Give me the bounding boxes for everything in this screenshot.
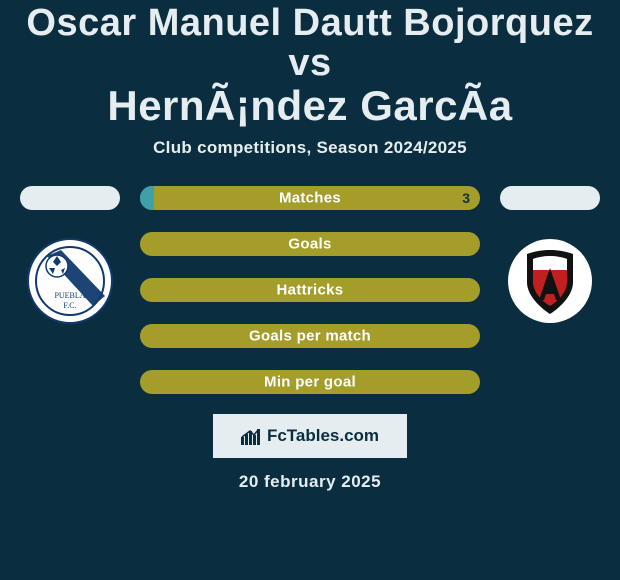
svg-text:F.C.: F.C. bbox=[63, 301, 76, 310]
stat-bar-label: Min per goal bbox=[264, 373, 356, 390]
brand-text: FcTables.com bbox=[267, 426, 379, 446]
left-column: PUEBLA F.C. bbox=[20, 186, 120, 324]
stat-bar-label: Matches bbox=[279, 189, 341, 206]
comparison-title: Oscar Manuel Dautt Bojorquez vs HernÃ¡nd… bbox=[0, 4, 620, 128]
stat-bar-label: Goals per match bbox=[249, 327, 371, 344]
stat-bar-label: Goals bbox=[288, 235, 331, 252]
title-line-1: Oscar Manuel Dautt Bojorquez vs bbox=[0, 4, 620, 84]
stat-bar: Min per goal bbox=[140, 370, 480, 394]
stat-bar: Matches 3 bbox=[140, 186, 480, 210]
puebla-logo-icon: PUEBLA F.C. bbox=[27, 238, 113, 324]
brand-badge: FcTables.com bbox=[213, 414, 407, 458]
stat-bar-fill bbox=[140, 186, 154, 210]
stat-bar-label: Hattricks bbox=[277, 281, 344, 298]
right-team-logo bbox=[507, 238, 593, 324]
stat-bar-right-value: 3 bbox=[462, 190, 470, 206]
right-flag bbox=[500, 186, 600, 210]
svg-text:PUEBLA: PUEBLA bbox=[54, 291, 85, 300]
title-line-2: HernÃ¡ndez GarcÃ­a bbox=[0, 84, 620, 128]
brand-chart-icon bbox=[241, 427, 261, 445]
stat-bar: Hattricks bbox=[140, 278, 480, 302]
date-text: 20 february 2025 bbox=[239, 472, 381, 492]
left-team-logo: PUEBLA F.C. bbox=[27, 238, 113, 324]
stat-bar: Goals bbox=[140, 232, 480, 256]
stat-bar: Goals per match bbox=[140, 324, 480, 348]
comparison-content: PUEBLA F.C. Matches 3 Goals Hattricks Goals … bbox=[0, 186, 620, 394]
right-column bbox=[500, 186, 600, 324]
left-flag bbox=[20, 186, 120, 210]
stat-bars: Matches 3 Goals Hattricks Goals per match Min… bbox=[140, 186, 480, 394]
subtitle: Club competitions, Season 2024/2025 bbox=[153, 138, 467, 158]
atlas-logo-icon bbox=[507, 238, 593, 324]
